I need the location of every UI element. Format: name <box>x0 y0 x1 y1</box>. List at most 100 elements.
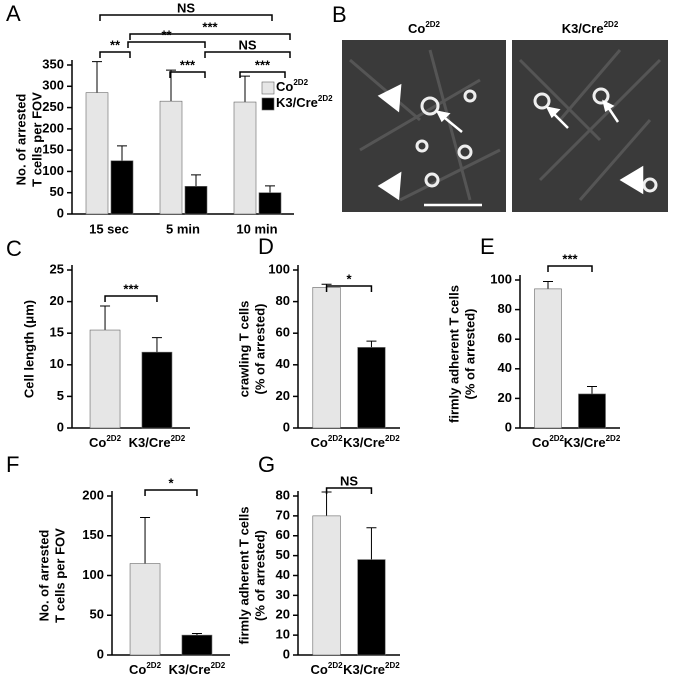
significance-label: *** <box>180 57 196 72</box>
image-title-sup: 2D2 <box>604 20 619 29</box>
x-tick-label: Co2D2 <box>311 434 344 450</box>
y-tick-label: 0 <box>97 646 104 661</box>
significance-label: ** <box>110 37 121 52</box>
y-tick-label: 200 <box>82 487 104 502</box>
y-axis-label: (% of arrested) <box>252 530 267 621</box>
significance-bracket <box>547 265 593 272</box>
bar <box>89 329 121 429</box>
y-axis-label: firmly adherent T cells <box>446 285 461 423</box>
panel-label: F <box>6 452 19 477</box>
significance-bracket <box>127 41 206 48</box>
x-tick-label-sup: 2D2 <box>211 661 226 670</box>
y-tick-label: 0 <box>283 646 290 661</box>
bar <box>233 101 257 215</box>
y-tick-label: 0 <box>57 419 64 434</box>
legend-label-sup: 2D2 <box>293 78 308 87</box>
significance-label: *** <box>202 19 218 34</box>
bar <box>141 351 173 429</box>
y-tick-label: 20 <box>276 388 290 403</box>
x-tick-label-sup: 2D2 <box>606 434 621 443</box>
legend-label-base: Co <box>276 79 293 94</box>
bar <box>110 160 134 215</box>
y-axis-label: firmly adherent T cells <box>236 507 251 645</box>
x-tick-label-base: K3/Cre <box>564 435 606 450</box>
y-axis-label: crawling T cells <box>236 301 251 398</box>
y-tick-label: 15 <box>50 325 64 340</box>
y-axis-label: No. of arrested <box>13 94 28 186</box>
significance-bracket <box>104 295 158 302</box>
significance-bracket <box>144 489 198 496</box>
error-bar <box>140 516 151 564</box>
y-axis-label: T cells per FOV <box>52 528 67 623</box>
y-tick-label: 0 <box>505 419 512 434</box>
bar <box>578 393 606 429</box>
error-bar <box>366 340 377 348</box>
x-tick-label: 15 sec <box>89 221 129 236</box>
bar <box>357 559 386 656</box>
bar <box>258 192 282 215</box>
x-tick-label: 5 min <box>166 221 200 236</box>
panel-label: D <box>258 234 274 259</box>
x-tick-label-sup: 2D2 <box>549 434 564 443</box>
y-tick-label: 10 <box>50 356 64 371</box>
error-bar <box>166 69 176 102</box>
x-tick-label: Co2D2 <box>532 434 565 450</box>
y-tick-label: 250 <box>42 99 64 114</box>
x-tick-label: K3/Cre2D2 <box>343 434 400 450</box>
panel-label: A <box>6 1 21 26</box>
x-tick-label-base: Co <box>89 435 106 450</box>
x-tick-label-sup: 2D2 <box>385 661 400 670</box>
significance-label: NS <box>238 37 256 52</box>
error-bar <box>366 527 377 560</box>
x-tick-label-sup: 2D2 <box>385 434 400 443</box>
y-tick-label: 20 <box>498 390 512 405</box>
image-title-base: K3/Cre <box>562 21 604 36</box>
significance-label: *** <box>562 251 578 266</box>
y-tick-label: 50 <box>50 184 64 199</box>
error-bar <box>265 185 275 193</box>
x-tick-label-base: Co <box>311 435 328 450</box>
legend-label-base: K3/Cre <box>276 95 318 110</box>
image-title: Co2D2 <box>408 20 441 36</box>
x-tick-label-base: K3/Cre <box>343 435 385 450</box>
y-tick-label: 60 <box>276 325 290 340</box>
bar <box>85 92 109 215</box>
y-axis-label: Cell length (μm) <box>21 300 36 398</box>
cells <box>415 87 658 193</box>
x-tick-label-base: K3/Cre <box>343 662 385 675</box>
error-bar <box>587 386 597 394</box>
x-tick-label: Co2D2 <box>129 661 162 675</box>
image-title-sup: 2D2 <box>425 20 440 29</box>
error-bar <box>117 145 127 161</box>
bar <box>159 100 183 215</box>
x-tick-label-sup: 2D2 <box>328 661 343 670</box>
legend-label-sup: 2D2 <box>318 94 333 103</box>
significance-label: ** <box>161 27 172 42</box>
x-tick-label-base: Co <box>311 662 328 675</box>
significance-label: NS <box>340 473 358 488</box>
y-tick-label: 0 <box>57 205 64 220</box>
y-axis-label: No. of arrested <box>36 530 51 622</box>
y-tick-label: 70 <box>276 507 290 522</box>
micrograph <box>342 40 668 212</box>
y-tick-label: 80 <box>498 301 512 316</box>
y-tick-label: 25 <box>50 261 64 276</box>
significance-bracket <box>129 33 291 40</box>
y-tick-label: 50 <box>90 607 104 622</box>
arrows <box>377 83 644 207</box>
x-tick-label-sup: 2D2 <box>328 434 343 443</box>
x-tick-label: Co2D2 <box>89 434 122 450</box>
y-tick-label: 200 <box>42 120 64 135</box>
legend-label: Co2D2 <box>276 78 309 94</box>
panel-label: E <box>480 234 495 259</box>
significance-bracket <box>325 285 373 292</box>
y-tick-label: 100 <box>82 567 104 582</box>
x-tick-label: K3/Cre2D2 <box>564 434 621 450</box>
y-tick-label: 30 <box>276 587 290 602</box>
y-tick-label: 20 <box>50 293 64 308</box>
x-tick-label-sup: 2D2 <box>171 434 186 443</box>
y-tick-label: 300 <box>42 78 64 93</box>
image-left <box>342 40 506 212</box>
bar <box>534 288 562 429</box>
